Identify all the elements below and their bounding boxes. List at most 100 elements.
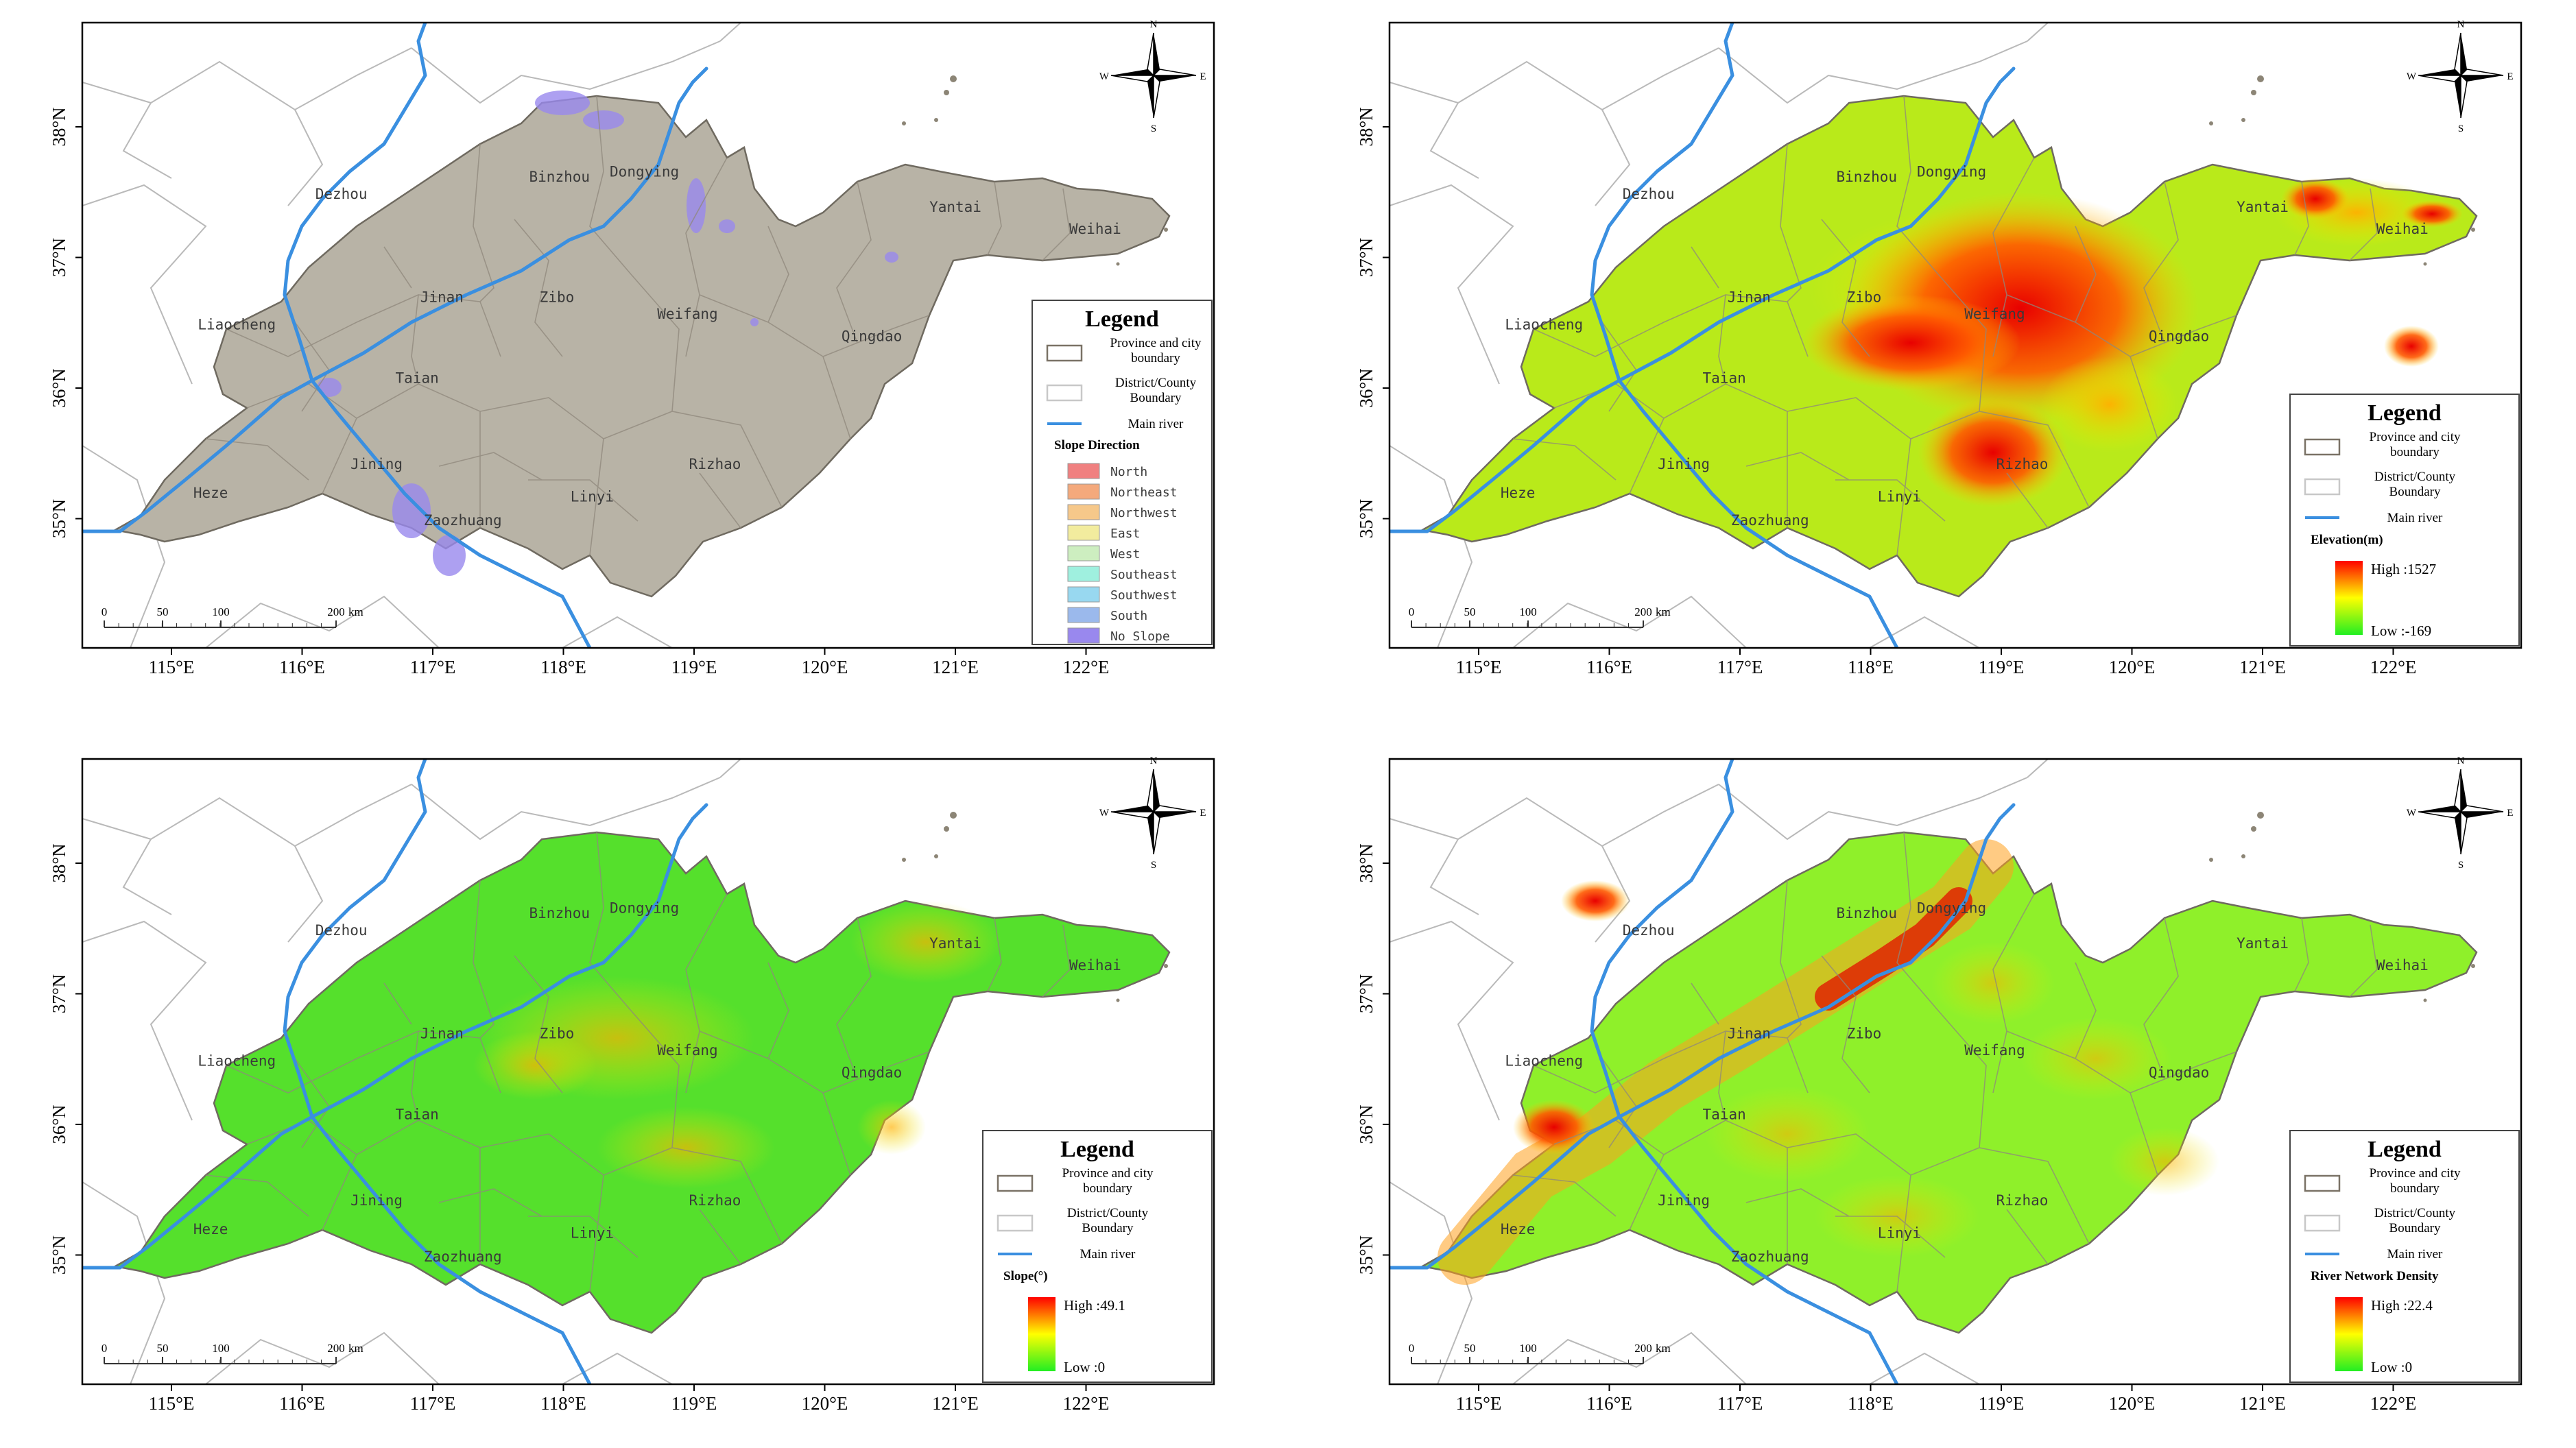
compass-w: W [1099,71,1110,82]
legend-province-boundary: Province and city [1062,1166,1154,1181]
province-shape [112,95,1171,598]
legend-main-river: Main river [1128,417,1184,431]
city-label-jining: Jining [350,1192,403,1209]
x-tick-label: 121°E [2239,1393,2286,1414]
city-label-heze: Heze [1501,1221,1536,1238]
neighbor-boundaries [82,23,741,648]
city-label-yantai: Yantai [2237,935,2289,952]
city-label-linyi: Linyi [1878,489,1921,505]
legend-province-boundary: Province and city [2370,1166,2461,1181]
city-label-rizhao: Rizhao [1996,456,2049,472]
scale-label: 50 [1464,1342,1476,1355]
legend-class-south: South [1110,609,1147,623]
legend-high: High :49.1 [1064,1297,1125,1314]
city-label-binzhou: Binzhou [1837,905,1898,921]
x-tick-label: 121°E [2239,657,2286,677]
legend-title: Legend [2368,400,2442,426]
main-rivers [1390,759,2016,1384]
y-tick-label: 36°N [1356,368,1376,407]
no-slope-patch [719,219,735,233]
x-tick-label: 116°E [279,1393,325,1414]
scale-label: 0 [102,1342,108,1355]
scale-label: 200 [327,1342,345,1355]
city-label-taian: Taian [396,1106,439,1122]
city-label-liaocheng: Liaocheng [1505,316,1583,333]
no-slope-patch [392,483,431,538]
city-label-taian: Taian [1703,1106,1746,1122]
scale-bar: 0 50 100 200 km [1409,605,1671,628]
y-tick-label: 37°N [1356,238,1376,277]
scale-label: 200 [327,605,345,618]
city-label-jinan: Jinan [420,1025,464,1041]
district-boundaries [1512,832,2378,1292]
x-tick-label: 119°E [671,657,717,677]
city-label-dezhou: Dezhou [315,922,368,939]
legend-color-ramp [2335,561,2363,635]
legend-section-title: Slope(°) [1003,1269,1048,1283]
city-label-zibo: Zibo [1847,289,1882,305]
legend-swatch [1067,524,1100,541]
compass-s: S [2458,860,2464,871]
scale-unit: km [348,1342,363,1355]
legend-color-ramp [1028,1297,1056,1371]
legend-swatch [1067,566,1100,582]
city-label-taian: Taian [1703,370,1746,386]
compass-n: N [2457,756,2465,767]
x-tick-label: 115°E [1456,657,1502,677]
city-label-jinan: Jinan [1728,1025,1771,1041]
y-tick-label: 35°N [1356,499,1376,538]
grand-canal [1590,23,1899,648]
x-tick-label: 120°E [2109,1393,2156,1414]
y-tick-label: 38°N [1356,843,1376,882]
legend-class-northeast: Northeast [1110,485,1178,500]
city-label-zibo: Zibo [540,289,575,305]
no-slope-patch [535,90,590,115]
city-label-heze: Heze [1501,485,1536,501]
compass-e: E [2507,808,2513,819]
legend-class-southwest: Southwest [1110,588,1178,603]
x-tick-label: 122°E [1063,1393,1110,1414]
compass-s: S [1151,860,1156,871]
x-tick-label: 122°E [2370,657,2417,677]
x-tick-label: 117°E [1717,657,1763,677]
compass-e: E [1200,71,1206,82]
city-label-dongying: Dongying [610,900,679,916]
legend-district-boundary-2: Boundary [1082,1221,1134,1235]
x-tick-label: 119°E [671,1393,717,1414]
city-label-binzhou: Binzhou [529,169,591,185]
islands [902,75,1168,266]
x-tick-label: 119°E [1979,1393,2025,1414]
legend-province-boundary-2: boundary [2390,1181,2440,1196]
yellow-river [1390,67,2016,533]
city-label-dongying: Dongying [610,163,679,180]
city-label-dongying: Dongying [1917,900,1986,916]
islands [2209,812,2475,1002]
y-tick-label: 36°N [1356,1105,1376,1144]
x-tick-label: 118°E [1848,657,1894,677]
city-label-dongying: Dongying [1917,163,1986,180]
city-label-liaocheng: Liaocheng [1505,1052,1583,1069]
x-tick-label: 116°E [279,657,325,677]
x-tick-label: 117°E [410,1393,456,1414]
legend-district-boundary: District/County [2374,1206,2456,1220]
city-label-linyi: Linyi [571,489,614,505]
compass-rose: N S E W [1099,19,1206,134]
legend-district-boundary: District/County [2374,470,2456,484]
city-label-liaocheng: Liaocheng [198,316,276,333]
compass-w: W [2407,808,2417,819]
legend-district-boundary-2: Boundary [2389,1221,2441,1235]
city-label-dezhou: Dezhou [1623,922,1675,939]
y-tick-label: 35°N [49,499,69,538]
city-label-jining: Jining [1658,456,1710,472]
city-label-zaozhuang: Zaozhuang [424,1248,502,1265]
city-label-rizhao: Rizhao [1996,1192,2049,1209]
city-label-yantai: Yantai [2237,199,2289,215]
compass-w: W [2407,71,2417,82]
city-label-zaozhuang: Zaozhuang [1731,512,1809,529]
city-label-linyi: Linyi [571,1225,614,1242]
compass-e: E [1200,808,1206,819]
yellow-river [1390,803,2016,1270]
x-tick-label: 115°E [149,1393,195,1414]
